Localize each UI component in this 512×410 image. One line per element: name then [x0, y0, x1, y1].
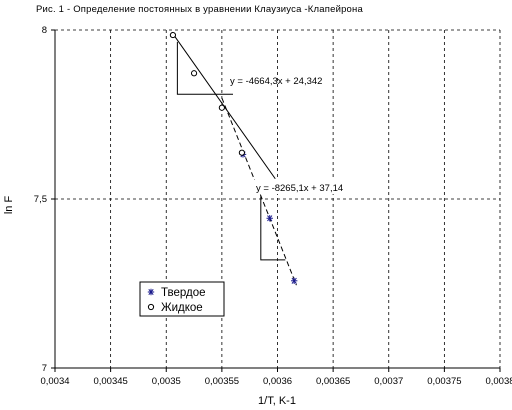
legend-label: Твердое — [161, 287, 206, 299]
x-tick-label: 0,0034 — [40, 376, 69, 387]
x-tick-label: 0,0035 — [152, 376, 181, 387]
x-tick-label: 0,00355 — [205, 376, 239, 387]
data-point-circle — [169, 31, 177, 39]
x-axis-label: 1/T, K-1 — [258, 395, 296, 407]
legend-box — [139, 281, 225, 317]
data-point-circle — [190, 70, 198, 77]
legend-label: Жидкое — [161, 302, 203, 314]
x-tick-label: 0,0036 — [263, 376, 292, 387]
x-tick-label: 0,00365 — [316, 376, 350, 387]
legend-marker-circle — [147, 303, 155, 311]
data-point-star — [266, 215, 273, 222]
y-axis-label: ln F — [3, 196, 15, 215]
data-point-circle — [238, 149, 245, 156]
x-tick-label: 0,0038 — [485, 376, 512, 387]
equation-label: y = -4664,3x + 24,342 — [230, 76, 322, 87]
x-tick-label: 0,00375 — [427, 376, 461, 387]
ticks: 0,0034 0,00345 0,0035 0,00355 0,0036 0,00365 0… — [34, 25, 512, 387]
legend-marker-star — [147, 288, 155, 296]
y-tick-label: 8 — [42, 25, 47, 36]
triangles — [176, 41, 286, 261]
data-point-circle — [218, 104, 225, 111]
equation-labels: y = -4664,3x + 24,342 y = -8265,1x + 37,1… — [230, 76, 375, 194]
slope-triangle — [176, 41, 233, 95]
y-tick-label: 7 — [42, 363, 47, 374]
equation-label-bg — [253, 180, 375, 194]
x-tick-label: 0,00345 — [93, 376, 127, 387]
equation-label: y = -8265,1x + 37,14 — [256, 183, 343, 194]
data-point-star — [290, 277, 298, 284]
chart-title: Рис. 1 - Определение постоянных в уравне… — [36, 4, 363, 15]
points — [169, 31, 298, 284]
axes — [51, 29, 501, 372]
y-tick-label: 7,5 — [34, 194, 47, 205]
x-tick-label: 0,0037 — [374, 376, 403, 387]
slope-triangle — [260, 196, 286, 261]
grid — [55, 29, 501, 368]
legend: Твердое Жидкое — [139, 281, 225, 317]
